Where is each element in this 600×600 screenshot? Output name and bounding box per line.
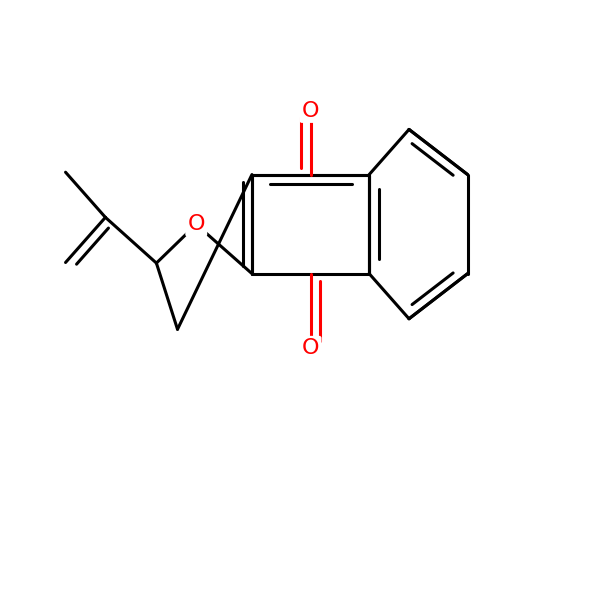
Text: O: O — [188, 214, 205, 235]
Text: O: O — [302, 101, 319, 121]
Text: O: O — [302, 338, 319, 358]
